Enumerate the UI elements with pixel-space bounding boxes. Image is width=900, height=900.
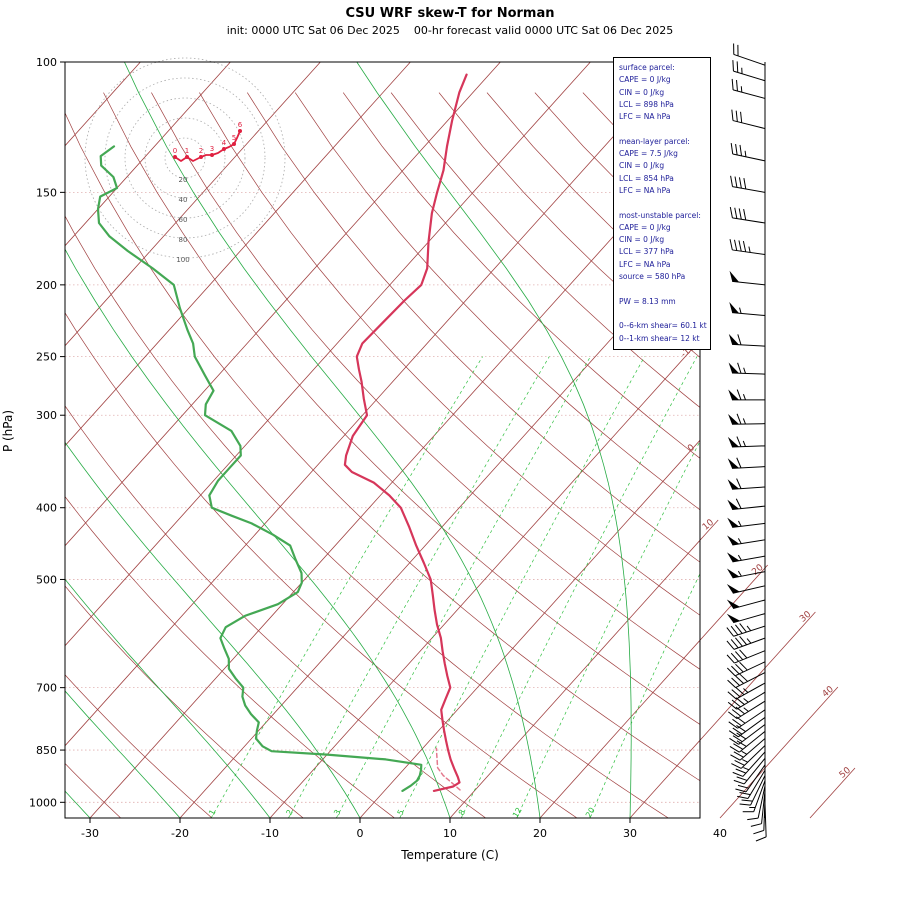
hodograph-km-label: 1 — [185, 147, 189, 155]
info-line — [619, 123, 708, 135]
hodograph-trace — [174, 130, 241, 162]
mixing-ratio-lines — [210, 356, 700, 818]
parcel-info-box: surface parcel: CAPE = 0 J/kg CIN = 0 J/kg… — [613, 57, 711, 350]
y-tick-label: 400 — [36, 502, 57, 515]
y-tick-label: 100 — [36, 56, 57, 69]
info-line: 0--1-km shear= 12 kt — [619, 333, 700, 343]
svg-text:20: 20 — [584, 806, 597, 819]
y-axis-title: P (hPa) — [1, 409, 15, 453]
y-tick-label: 250 — [36, 351, 57, 364]
x-tick-label: 30 — [623, 827, 637, 840]
y-tick-label: 700 — [36, 682, 57, 695]
x-tick-label: 40 — [713, 827, 727, 840]
info-line: source = 580 hPa — [619, 272, 686, 282]
hodograph-km-label: 6 — [238, 121, 243, 129]
hodograph-ring-label: 20 — [179, 176, 188, 184]
x-tick-label: 10 — [443, 827, 457, 840]
info-line — [619, 308, 708, 320]
temperature-trace — [343, 73, 468, 792]
info-line: CIN = 0 J/kg — [619, 161, 665, 171]
info-line: CIN = 0 J/kg — [619, 235, 665, 245]
svg-text:3: 3 — [332, 808, 342, 817]
svg-text:30: 30 — [798, 609, 813, 624]
info-line: 0--6-km shear= 60.1 kt — [619, 321, 707, 331]
dewpoint-trace — [96, 145, 423, 792]
info-line: PW = 8.13 mm — [619, 296, 676, 306]
svg-text:10: 10 — [701, 517, 716, 532]
hodograph-km-label: 0 — [173, 147, 177, 155]
x-tick-label: 20 — [533, 827, 547, 840]
info-line: LCL = 898 hPa — [619, 99, 674, 109]
info-line: CIN = 0 J/kg — [619, 87, 665, 97]
hodograph-ring-label: 60 — [179, 216, 188, 224]
plot-frame — [64, 61, 701, 819]
info-line: surface parcel: — [619, 63, 675, 72]
info-line: most-unstable parcel: — [619, 210, 701, 220]
svg-text:12: 12 — [511, 806, 524, 819]
info-line: LFC = NA hPa — [619, 259, 671, 269]
info-line: LFC = NA hPa — [619, 112, 671, 122]
y-tick-label: 1000 — [29, 796, 57, 809]
hodograph-km-label: 4 — [222, 139, 227, 147]
y-tick-label: 850 — [36, 744, 57, 757]
hodograph-km-label: 5 — [232, 134, 236, 142]
svg-text:2: 2 — [284, 808, 294, 817]
info-line — [619, 283, 708, 295]
y-tick-label: 300 — [36, 409, 57, 422]
info-line: CAPE = 0 J/kg — [619, 222, 671, 232]
svg-text:50: 50 — [838, 765, 853, 780]
info-line: LFC = NA hPa — [619, 185, 671, 195]
axis-ticks-labels: -30 -20 -10 0 10 20 30 401001502002503004005007… — [29, 56, 727, 840]
x-tick-label: 0 — [357, 827, 364, 840]
hodograph-km-label: 2 — [199, 147, 203, 155]
y-tick-label: 150 — [36, 186, 57, 199]
hodograph-km-label: 3 — [210, 145, 214, 153]
pressure-gridlines — [65, 62, 700, 803]
surface-parcel-trace — [435, 747, 461, 791]
wind-barbs — [726, 43, 767, 842]
dry-adiabats — [65, 92, 700, 818]
y-tick-label: 200 — [36, 279, 57, 292]
x-tick-label: -10 — [261, 827, 279, 840]
y-tick-label: 500 — [36, 573, 57, 586]
svg-text:0: 0 — [686, 443, 697, 455]
mixing-ratio-labels: 1 2 3 5 8 12 20 — [207, 806, 597, 819]
info-line: CAPE = 0 J/kg — [619, 75, 671, 85]
info-line: LCL = 854 hPa — [619, 173, 674, 183]
x-tick-label: -20 — [171, 827, 189, 840]
sounding-traces — [96, 73, 468, 792]
svg-text:5: 5 — [396, 808, 406, 817]
x-tick-label: -30 — [81, 827, 99, 840]
svg-text:8: 8 — [457, 808, 467, 817]
hodograph-ring-label: 100 — [176, 256, 189, 264]
info-line: CAPE = 7.5 J/kg — [619, 149, 678, 159]
info-line — [619, 197, 708, 209]
hodograph-ring-label: 40 — [179, 196, 188, 204]
page-title: CSU WRF skew-T for Norman — [345, 6, 555, 21]
svg-text:1: 1 — [207, 808, 217, 817]
moist-adiabats — [65, 62, 632, 818]
info-line: LCL = 377 hPa — [619, 247, 674, 257]
x-axis-title: Temperature (C) — [401, 848, 499, 862]
svg-text:40: 40 — [821, 684, 836, 699]
info-line: mean-layer parcel: — [619, 136, 690, 146]
hodograph-ring-label: 80 — [179, 236, 188, 244]
svg-text:20: 20 — [750, 562, 765, 577]
page-subtitle: init: 0000 UTC Sat 06 Dec 2025 00-hr for… — [226, 24, 674, 37]
